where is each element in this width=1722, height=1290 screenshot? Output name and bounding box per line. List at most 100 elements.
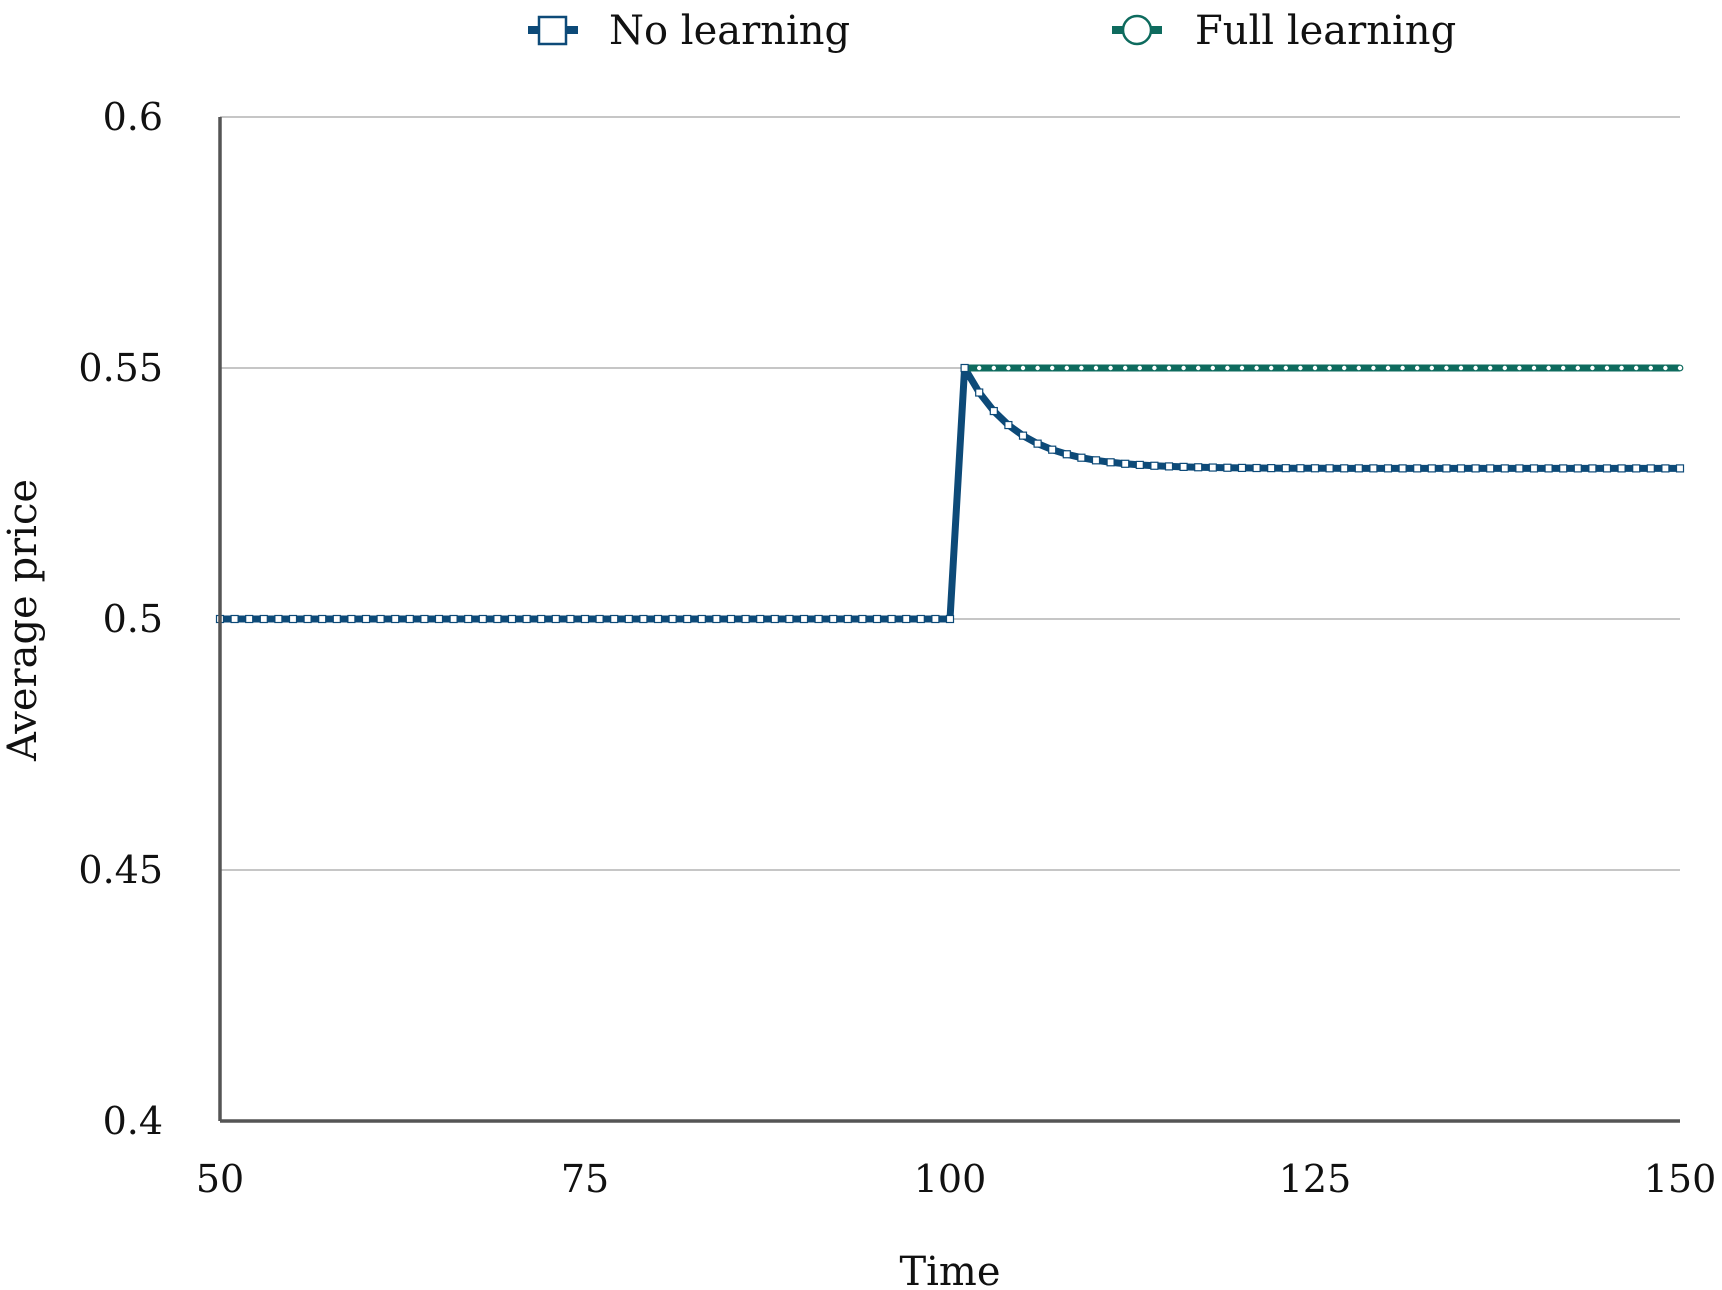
data-point-no-learning xyxy=(1471,464,1480,473)
data-point-no-learning xyxy=(1354,464,1363,473)
data-point-full-learning xyxy=(1107,364,1114,372)
data-point-no-learning xyxy=(1588,464,1597,473)
data-point-no-learning xyxy=(551,614,560,624)
x-tick-labels: 50 75 100 125 150 xyxy=(196,1157,1716,1201)
data-point-full-learning xyxy=(975,364,983,372)
data-point-full-learning xyxy=(1194,364,1202,372)
data-point-no-learning xyxy=(1223,463,1232,472)
data-point-no-learning xyxy=(391,614,400,624)
data-point-no-learning xyxy=(770,614,779,624)
data-point-full-learning xyxy=(1384,364,1392,372)
data-point-no-learning xyxy=(318,614,327,624)
data-point-full-learning xyxy=(1632,364,1640,372)
data-point-full-learning xyxy=(1530,364,1538,372)
data-point-no-learning xyxy=(916,614,925,624)
data-point-full-learning xyxy=(1296,364,1304,372)
data-point-no-learning xyxy=(1164,462,1174,471)
x-tick-label: 50 xyxy=(196,1157,244,1201)
data-point-no-learning xyxy=(887,614,896,624)
data-point-no-learning xyxy=(1121,459,1130,468)
data-point-full-learning xyxy=(1150,364,1158,372)
data-point-no-learning xyxy=(712,614,721,624)
legend-label-full-learning: Full learning xyxy=(1195,8,1456,54)
data-point-no-learning xyxy=(989,406,998,416)
data-point-full-learning xyxy=(1034,364,1041,372)
data-point-no-learning xyxy=(1515,464,1524,473)
data-point-full-learning xyxy=(1472,364,1479,372)
data-point-no-learning xyxy=(1004,420,1013,430)
data-point-no-learning xyxy=(814,614,823,624)
data-point-no-learning xyxy=(288,614,298,624)
data-point-full-learning xyxy=(1515,364,1523,372)
data-point-no-learning xyxy=(668,614,677,624)
y-tick-label: 0.55 xyxy=(78,346,163,390)
data-point-full-learning xyxy=(1092,364,1100,372)
data-point-no-learning xyxy=(493,614,502,624)
data-point-full-learning xyxy=(1457,364,1465,372)
data-point-full-learning xyxy=(1574,364,1582,372)
legend: No learning Full learning xyxy=(528,8,1456,54)
data-point-no-learning xyxy=(1442,464,1451,473)
data-point-full-learning xyxy=(1413,364,1421,372)
data-point-no-learning xyxy=(1077,453,1086,462)
data-point-no-learning xyxy=(1383,464,1393,473)
data-point-no-learning xyxy=(1661,464,1670,473)
data-point-no-learning xyxy=(1194,463,1203,472)
data-point-no-learning xyxy=(274,614,283,624)
data-point-no-learning xyxy=(1573,464,1582,473)
data-point-no-learning xyxy=(1208,463,1217,472)
y-tick-labels: 0.4 0.45 0.5 0.55 0.6 xyxy=(78,95,163,1143)
data-point-no-learning xyxy=(1486,464,1495,473)
data-point-no-learning xyxy=(1106,458,1115,467)
data-point-no-learning xyxy=(347,614,356,624)
data-point-no-learning xyxy=(799,614,809,624)
data-point-full-learning xyxy=(1369,364,1377,372)
data-point-no-learning xyxy=(1559,464,1568,473)
legend-marker-square-icon xyxy=(537,15,568,46)
data-point-no-learning xyxy=(1632,464,1641,473)
data-point-no-learning xyxy=(1048,445,1057,454)
series-layer xyxy=(215,363,1685,624)
data-point-no-learning xyxy=(405,614,414,624)
data-point-no-learning xyxy=(945,614,955,624)
data-point-no-learning xyxy=(537,614,546,624)
y-axis-title: Average price xyxy=(0,479,46,762)
data-point-no-learning xyxy=(1179,462,1188,471)
data-point-no-learning xyxy=(756,614,765,624)
data-point-no-learning xyxy=(1500,464,1509,473)
data-point-no-learning xyxy=(610,614,619,624)
data-point-full-learning xyxy=(1223,364,1231,372)
data-point-no-learning xyxy=(1340,464,1349,473)
data-point-full-learning xyxy=(1442,364,1450,372)
data-point-no-learning xyxy=(697,614,706,624)
data-point-full-learning xyxy=(1165,364,1173,372)
y-tick-label: 0.6 xyxy=(103,95,163,139)
data-point-full-learning xyxy=(1253,364,1260,372)
data-point-full-learning xyxy=(1676,364,1684,372)
data-point-no-learning xyxy=(843,614,852,624)
data-point-no-learning xyxy=(1033,439,1042,448)
data-point-full-learning xyxy=(1603,364,1611,372)
data-point-full-learning xyxy=(1311,364,1319,372)
data-point-no-learning xyxy=(1529,464,1539,473)
x-tick-label: 150 xyxy=(1644,1157,1717,1201)
data-point-no-learning xyxy=(1617,464,1626,473)
data-point-full-learning xyxy=(1545,364,1552,372)
data-point-full-learning xyxy=(1005,364,1012,372)
data-point-no-learning xyxy=(1646,464,1655,473)
data-point-full-learning xyxy=(1399,364,1406,372)
data-point-no-learning xyxy=(1427,464,1436,473)
data-point-no-learning xyxy=(566,614,575,624)
data-point-full-learning xyxy=(1661,364,1669,372)
data-point-no-learning xyxy=(1296,464,1305,473)
series-line-no-learning xyxy=(220,364,1680,623)
data-point-no-learning xyxy=(464,614,473,624)
data-point-no-learning xyxy=(1062,450,1071,459)
data-point-full-learning xyxy=(1209,364,1217,372)
data-point-full-learning xyxy=(1618,364,1625,372)
data-point-no-learning xyxy=(1091,456,1101,465)
data-point-no-learning xyxy=(872,614,882,624)
data-point-no-learning xyxy=(507,614,517,624)
data-point-full-learning xyxy=(1340,364,1348,372)
